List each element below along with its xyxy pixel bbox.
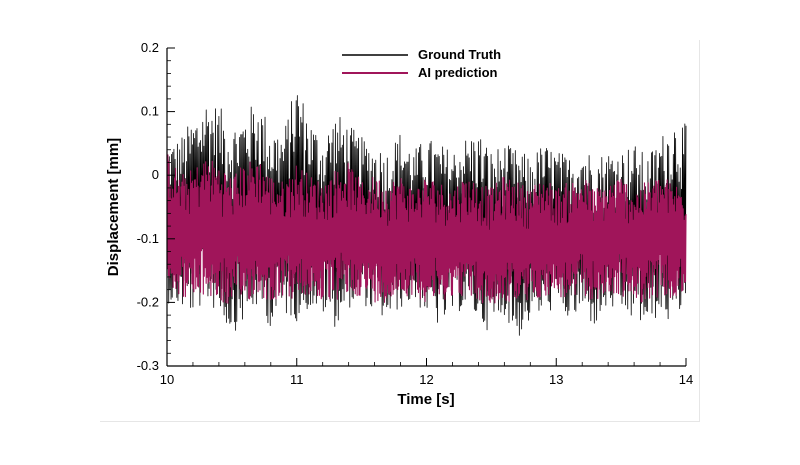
y-tick-label: 0.1 (141, 104, 159, 119)
legend: Ground Truth AI prediction (342, 47, 501, 80)
x-tick-label: 12 (419, 372, 433, 387)
y-tick-label: -0.2 (137, 294, 159, 309)
x-axis-title: Time [s] (397, 391, 454, 408)
y-tick-label: 0 (152, 167, 159, 182)
legend-label-ai-prediction: AI prediction (418, 65, 498, 80)
y-tick-label: -0.3 (137, 358, 159, 373)
ticks-layer: 10 11 12 13 14 -0.3 -0.2 -0.1 0 0.1 0.2 (137, 40, 694, 387)
x-tick-label: 11 (290, 372, 304, 387)
series-layer (166, 95, 687, 336)
y-tick-label: -0.1 (137, 231, 159, 246)
legend-label-ground-truth: Ground Truth (418, 47, 501, 62)
series-line-ai-prediction (166, 151, 687, 304)
x-tick-label: 13 (549, 372, 563, 387)
x-tick-label: 10 (160, 372, 174, 387)
x-tick-label: 14 (679, 372, 693, 387)
y-axis-title: Displacement [mm] (105, 138, 122, 276)
y-tick-label: 0.2 (141, 40, 159, 55)
